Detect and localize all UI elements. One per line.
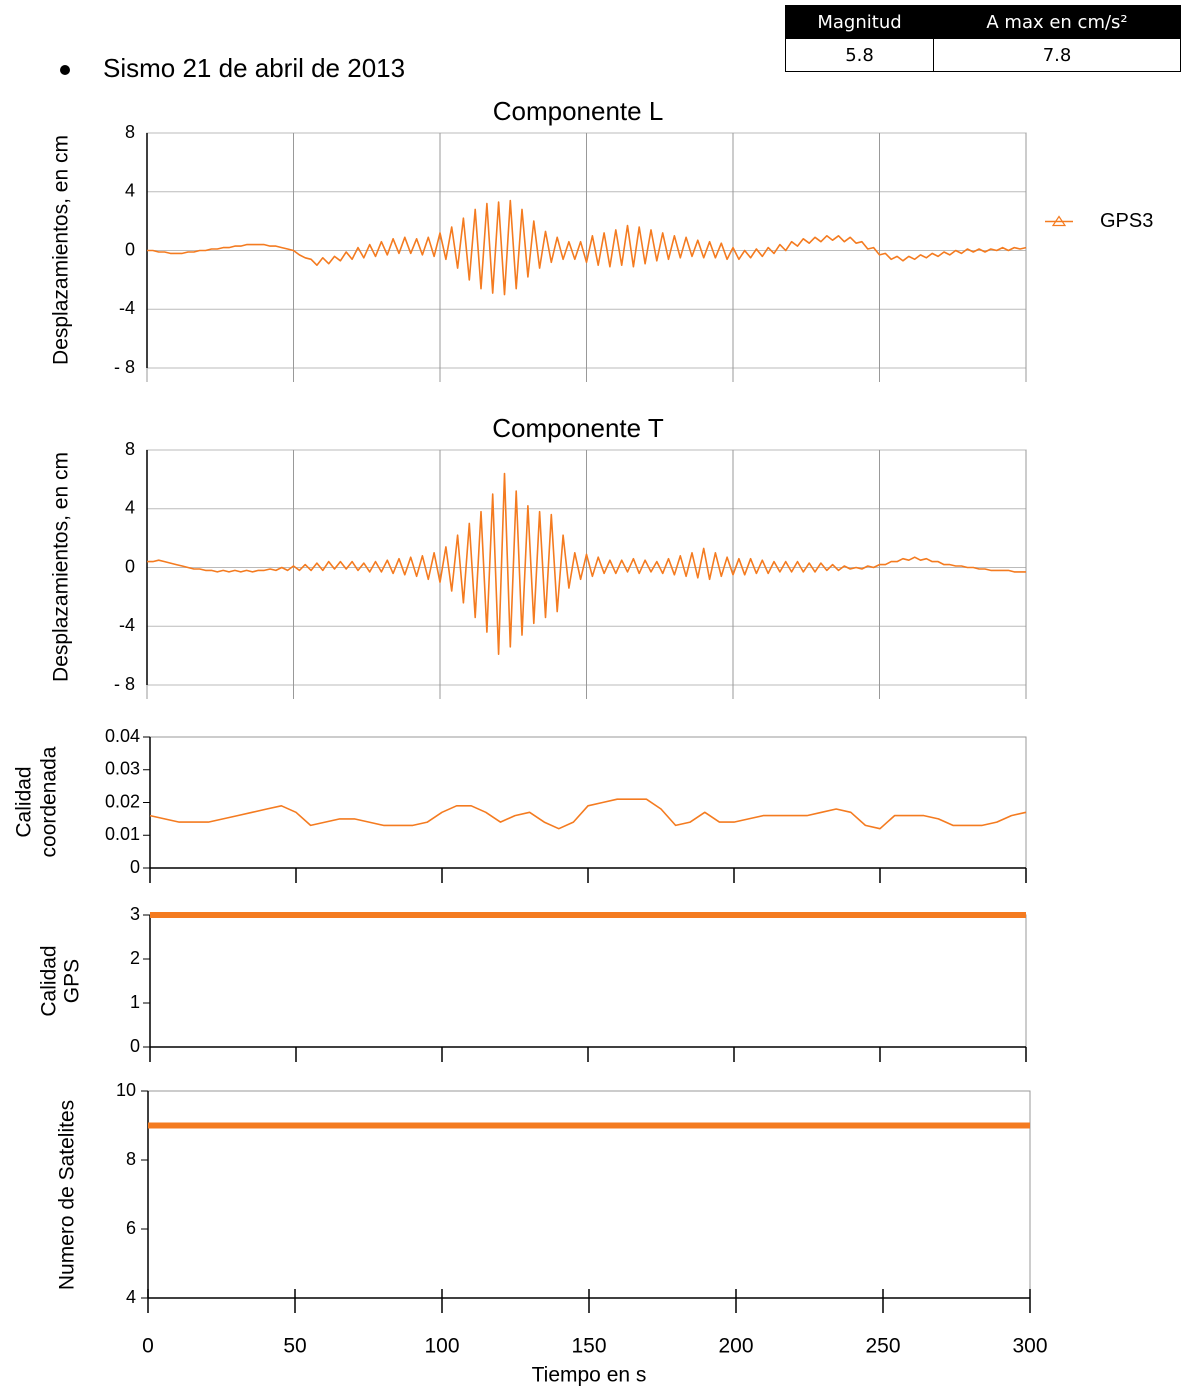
page-title: Sismo 21 de abril de 2013	[103, 53, 405, 83]
y-axis-label: GPS	[61, 959, 84, 1003]
y-axis-label: Numero de Satelites	[56, 1100, 79, 1290]
chart-title: Componente T	[492, 413, 664, 443]
x-tick-label: 0	[142, 1335, 154, 1358]
y-axis-label: Desplazamientos, en cm	[50, 135, 73, 365]
y-tick-label: 6	[126, 1218, 136, 1238]
y-tick-label: 1	[130, 992, 140, 1012]
x-tick-label: 100	[424, 1335, 459, 1358]
y-tick-label: 8	[125, 439, 135, 459]
y-axis-label: coordenada	[38, 746, 61, 857]
y-tick-label: 8	[126, 1149, 136, 1169]
y-tick-label: 0.01	[105, 824, 140, 844]
y-axis-label: Calidad	[38, 945, 61, 1016]
y-axis-label: Calidad	[13, 766, 36, 837]
table-cell: 5.8	[784, 38, 935, 72]
x-tick-label: 300	[1012, 1335, 1047, 1358]
y-tick-label: 4	[126, 1287, 136, 1307]
y-axis-label: Desplazamientos, en cm	[50, 452, 73, 682]
x-tick-label: 50	[283, 1335, 306, 1358]
table-header: Magnitud	[784, 5, 935, 39]
y-tick-label: 10	[116, 1080, 136, 1100]
plot-frame	[147, 1090, 1031, 1299]
table-cell: 7.8	[933, 38, 1181, 72]
bullet	[60, 65, 70, 75]
legend-marker	[1051, 215, 1067, 227]
y-tick-label: 0.03	[105, 759, 140, 779]
y-tick-label: 2	[130, 948, 140, 968]
y-tick-label: - 8	[114, 674, 135, 694]
data-line	[147, 472, 1026, 655]
x-tick-label: 250	[865, 1335, 900, 1358]
x-tick-label: 200	[718, 1335, 753, 1358]
plot-frame	[149, 914, 1027, 1048]
y-tick-label: 4	[125, 498, 135, 518]
x-axis-label: Tiempo en s	[532, 1364, 647, 1387]
y-tick-label: 0	[125, 556, 135, 576]
chart-title: Componente L	[493, 96, 664, 126]
y-tick-label: 0	[130, 1036, 140, 1056]
table-header: A max en cm/s²	[933, 5, 1181, 39]
data-line	[149, 798, 1027, 830]
x-tick-label: 150	[571, 1335, 606, 1358]
y-tick-label: 0.04	[105, 726, 140, 746]
y-tick-label: 0	[125, 239, 135, 259]
y-tick-label: 0.02	[105, 791, 140, 811]
y-tick-label: 4	[125, 181, 135, 201]
y-tick-label: 3	[130, 904, 140, 924]
y-tick-label: -4	[119, 615, 135, 635]
y-tick-label: 8	[125, 122, 135, 142]
plot-frame	[149, 736, 1027, 869]
y-tick-label: 0	[130, 857, 140, 877]
legend-label: GPS3	[1100, 210, 1153, 232]
y-tick-label: - 8	[114, 357, 135, 377]
y-tick-label: -4	[119, 298, 135, 318]
data-line	[147, 199, 1027, 296]
info-table: Magnitud A max en cm/s² 5.8 7.8	[784, 5, 1181, 72]
